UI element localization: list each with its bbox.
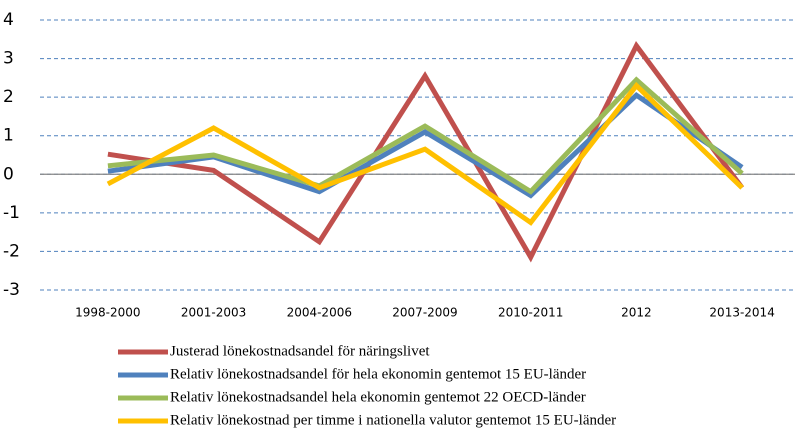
y-tick-label: 0 (3, 164, 14, 184)
y-tick-label: -3 (3, 280, 20, 300)
series-line (106, 81, 744, 226)
y-tick-label: 1 (3, 126, 14, 146)
y-tick-label: -1 (3, 203, 20, 223)
x-tick-label: 2012 (621, 306, 652, 320)
legend-label: Justerad lönekostnadsandel för näringsli… (170, 343, 430, 359)
series-line (107, 41, 745, 263)
y-tick-label: 2 (3, 87, 14, 107)
x-tick-label: 2013-2014 (709, 306, 774, 320)
y-tick-label: 3 (3, 49, 14, 69)
legend-label: Relativ lönekostnad per timme i nationel… (170, 412, 616, 428)
x-tick-label: 2007-2009 (392, 306, 457, 320)
x-tick-label: 1998-2000 (75, 306, 140, 320)
x-tick-label: 2001-2003 (181, 306, 246, 320)
series-line (107, 76, 744, 195)
series-line (107, 91, 744, 199)
legend-label: Relativ lönekostnadsandel för hela ekono… (170, 366, 586, 382)
x-tick-label: 2010-2011 (498, 306, 563, 320)
y-tick-label: -2 (3, 241, 20, 261)
x-tick-label: 2004-2006 (287, 306, 352, 320)
y-tick-label: 4 (3, 10, 14, 30)
legend-label: Relativ lönekostnadsandel hela ekonomin … (170, 389, 586, 405)
